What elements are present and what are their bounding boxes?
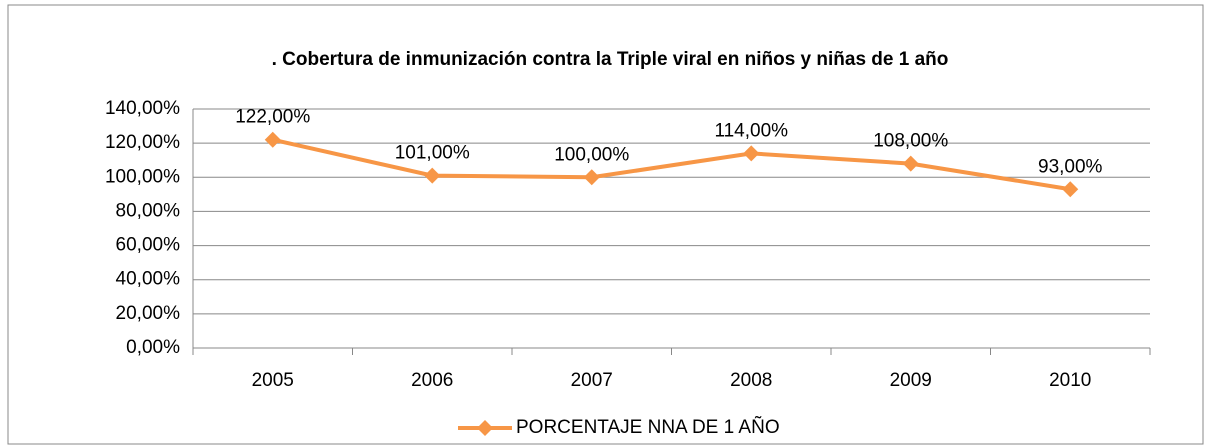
y-tick-label: 80,00%: [116, 200, 181, 221]
x-tick-label: 2010: [1049, 370, 1091, 391]
x-tick-label: 2009: [890, 370, 932, 391]
y-tick-label: 120,00%: [105, 132, 180, 153]
chart-frame: [7, 4, 1204, 445]
y-tick-label: 100,00%: [105, 166, 180, 187]
marker: [743, 145, 760, 162]
data-label: 108,00%: [873, 131, 948, 152]
data-label: 100,00%: [554, 144, 629, 165]
data-label: 114,00%: [714, 120, 788, 141]
series-line: [272, 137, 1071, 192]
x-tick-label: 2005: [252, 370, 294, 391]
legend-marker: [477, 420, 493, 436]
chart-title: . Cobertura de inmunización contra la Tr…: [272, 49, 949, 70]
marker: [1062, 181, 1079, 198]
x-tick-label: 2008: [730, 370, 772, 391]
x-tick-label: 2006: [411, 370, 453, 391]
legend-label: PORCENTAJE NNA DE 1 AÑO: [516, 416, 780, 438]
x-tick-label: 2007: [571, 370, 613, 391]
marker: [264, 131, 281, 148]
y-tick-label: 140,00%: [105, 98, 180, 119]
y-tick-label: 60,00%: [116, 235, 181, 256]
data-label: 101,00%: [395, 143, 470, 164]
marker: [583, 169, 600, 186]
y-tick-label: 40,00%: [116, 269, 181, 290]
marker: [424, 167, 441, 184]
y-tick-label: 20,00%: [116, 303, 181, 324]
data-label: 93,00%: [1038, 156, 1103, 177]
y-tick-label: 0,00%: [126, 337, 180, 358]
data-label: 122,00%: [235, 107, 310, 128]
marker: [902, 155, 919, 172]
